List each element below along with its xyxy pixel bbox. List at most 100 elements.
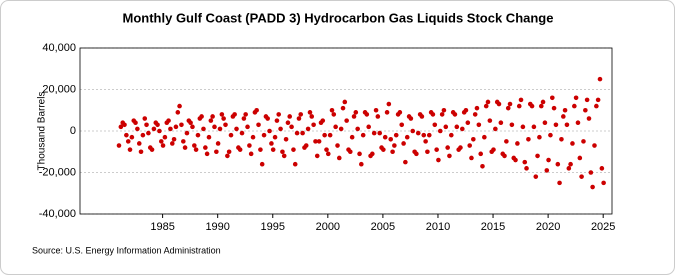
point [316, 139, 322, 144]
point [204, 151, 210, 157]
point [426, 132, 432, 138]
point [245, 124, 250, 130]
point [144, 122, 149, 128]
point [583, 107, 588, 113]
point [285, 120, 291, 125]
point [250, 134, 256, 140]
point [124, 132, 129, 138]
point [269, 141, 274, 146]
x-tick-label: 2015 [481, 221, 505, 233]
point [562, 107, 568, 113]
point [498, 120, 504, 125]
point [313, 139, 318, 144]
point [483, 103, 489, 109]
point [537, 134, 542, 140]
x-tick-label: 1995 [261, 221, 285, 233]
point [219, 112, 225, 117]
point [175, 110, 181, 115]
point [469, 155, 474, 161]
point [443, 124, 449, 130]
point [261, 132, 267, 138]
point [122, 122, 127, 128]
point [140, 132, 146, 138]
point [414, 151, 419, 157]
point [555, 161, 561, 167]
point [408, 116, 414, 121]
point [437, 128, 443, 134]
point [225, 153, 230, 159]
point [215, 141, 221, 146]
y-tick-label: 0 [70, 125, 76, 137]
point [333, 124, 338, 130]
point [155, 122, 160, 128]
point [118, 124, 124, 130]
point [590, 184, 595, 190]
point [502, 153, 507, 159]
x-tick-label: 1985 [150, 221, 174, 233]
point [138, 149, 144, 155]
point [170, 141, 175, 146]
point [601, 180, 606, 186]
point [392, 143, 397, 148]
point [513, 157, 518, 163]
point [557, 180, 562, 186]
point [127, 147, 133, 152]
point [212, 124, 217, 130]
x-tick-label: 1990 [205, 221, 229, 233]
point [566, 166, 572, 171]
point [410, 128, 416, 134]
point [430, 112, 436, 117]
point [599, 166, 605, 171]
point [276, 112, 282, 117]
point [307, 110, 313, 115]
point [327, 132, 333, 138]
point [458, 145, 463, 150]
point [314, 153, 320, 159]
point [267, 128, 272, 134]
point [597, 76, 603, 82]
point [247, 143, 252, 148]
point [193, 147, 199, 152]
point [548, 132, 553, 138]
point [340, 105, 346, 111]
point [445, 145, 450, 150]
point [515, 141, 520, 146]
point [162, 134, 168, 140]
point [595, 97, 601, 103]
point [463, 107, 469, 113]
point [584, 97, 590, 103]
point [214, 149, 219, 155]
point [303, 143, 309, 148]
point [485, 99, 491, 105]
point [575, 120, 581, 125]
point [538, 103, 544, 109]
point [399, 122, 405, 128]
point [320, 118, 326, 123]
point [195, 132, 201, 138]
point [533, 174, 539, 179]
point [586, 116, 592, 121]
x-tick-label: 2005 [371, 221, 395, 233]
point [359, 161, 364, 167]
point [588, 170, 594, 175]
point [403, 159, 408, 165]
point [360, 132, 366, 138]
point [166, 118, 171, 123]
point [201, 126, 206, 132]
point [254, 107, 259, 113]
point [181, 139, 186, 144]
point [509, 122, 515, 128]
y-tick-label: -20,000 [39, 166, 76, 178]
point [357, 151, 362, 157]
point [182, 145, 188, 150]
point [173, 124, 179, 130]
point [529, 103, 535, 109]
point [581, 139, 586, 144]
point [478, 151, 484, 157]
point [210, 114, 215, 119]
point [226, 149, 232, 155]
point [296, 116, 302, 121]
point [487, 118, 493, 123]
point [258, 147, 263, 152]
point [568, 161, 573, 167]
